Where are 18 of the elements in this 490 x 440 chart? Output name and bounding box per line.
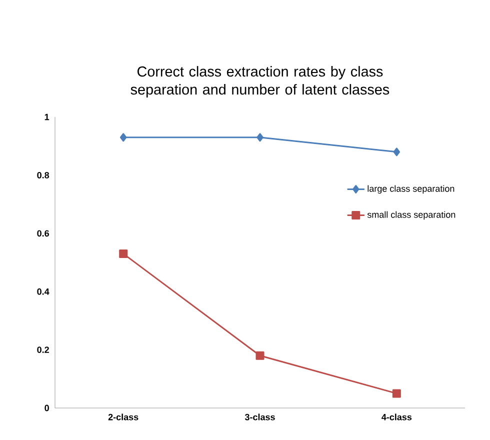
- x-tick-label: 3-class: [244, 414, 275, 420]
- x-tick-label: 4-class: [382, 414, 412, 420]
- x-tick-label: 2-class: [108, 414, 138, 420]
- point: [119, 250, 128, 258]
- point: [256, 133, 264, 142]
- y-tick-label: 0.8: [37, 172, 50, 178]
- y-tick-label: 0.4: [37, 288, 50, 295]
- y-tick-label: 1: [44, 114, 50, 120]
- y-tick-label: 0.6: [37, 230, 50, 237]
- legend-label: large class separation: [368, 185, 454, 194]
- point: [393, 148, 400, 156]
- chart-title: Correct class extraction rates by class separation and number of latent classes: [130, 66, 390, 98]
- point: [120, 133, 127, 142]
- point: [392, 389, 401, 398]
- y-tick-label: 0.2: [37, 346, 49, 353]
- legend-label: small class separation: [367, 211, 456, 220]
- point: [256, 351, 264, 360]
- y-tick-label: 0: [44, 404, 49, 412]
